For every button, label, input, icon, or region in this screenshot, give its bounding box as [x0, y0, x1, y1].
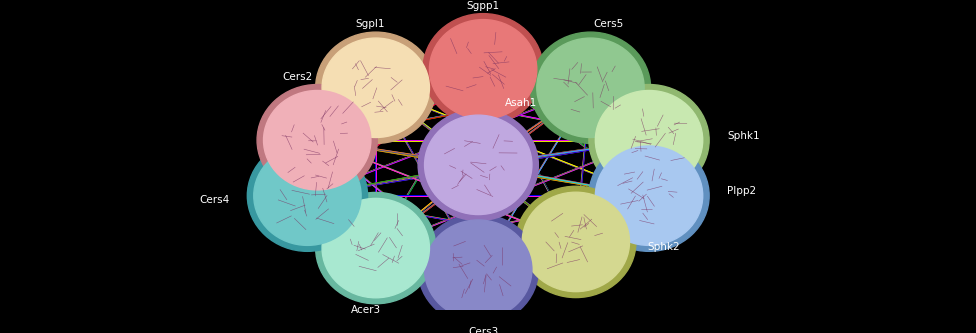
Ellipse shape: [425, 115, 532, 214]
Ellipse shape: [595, 91, 703, 190]
Ellipse shape: [247, 140, 368, 251]
Ellipse shape: [423, 14, 544, 125]
Ellipse shape: [418, 109, 539, 220]
Text: Asah1: Asah1: [506, 98, 538, 108]
Ellipse shape: [315, 192, 436, 304]
Ellipse shape: [322, 38, 429, 138]
Text: Cers5: Cers5: [593, 19, 624, 29]
Text: Sgpp1: Sgpp1: [467, 1, 500, 11]
Ellipse shape: [429, 20, 537, 119]
Ellipse shape: [315, 32, 436, 144]
Ellipse shape: [515, 186, 636, 298]
Ellipse shape: [522, 192, 630, 292]
Ellipse shape: [425, 220, 532, 319]
Text: Sphk2: Sphk2: [647, 241, 679, 251]
Ellipse shape: [264, 91, 371, 190]
Ellipse shape: [537, 38, 644, 138]
Text: Cers2: Cers2: [282, 72, 312, 82]
Ellipse shape: [589, 140, 710, 251]
Text: Cers4: Cers4: [199, 195, 229, 205]
Ellipse shape: [257, 85, 378, 196]
Text: Plpp2: Plpp2: [727, 186, 756, 196]
Ellipse shape: [254, 146, 361, 245]
Text: Sphk1: Sphk1: [727, 131, 759, 141]
Ellipse shape: [322, 198, 429, 298]
Ellipse shape: [589, 85, 710, 196]
Text: Cers3: Cers3: [468, 327, 498, 333]
Text: Acer3: Acer3: [351, 305, 381, 315]
Ellipse shape: [595, 146, 703, 245]
Text: Sgpl1: Sgpl1: [355, 19, 386, 29]
Ellipse shape: [418, 214, 539, 325]
Ellipse shape: [530, 32, 651, 144]
